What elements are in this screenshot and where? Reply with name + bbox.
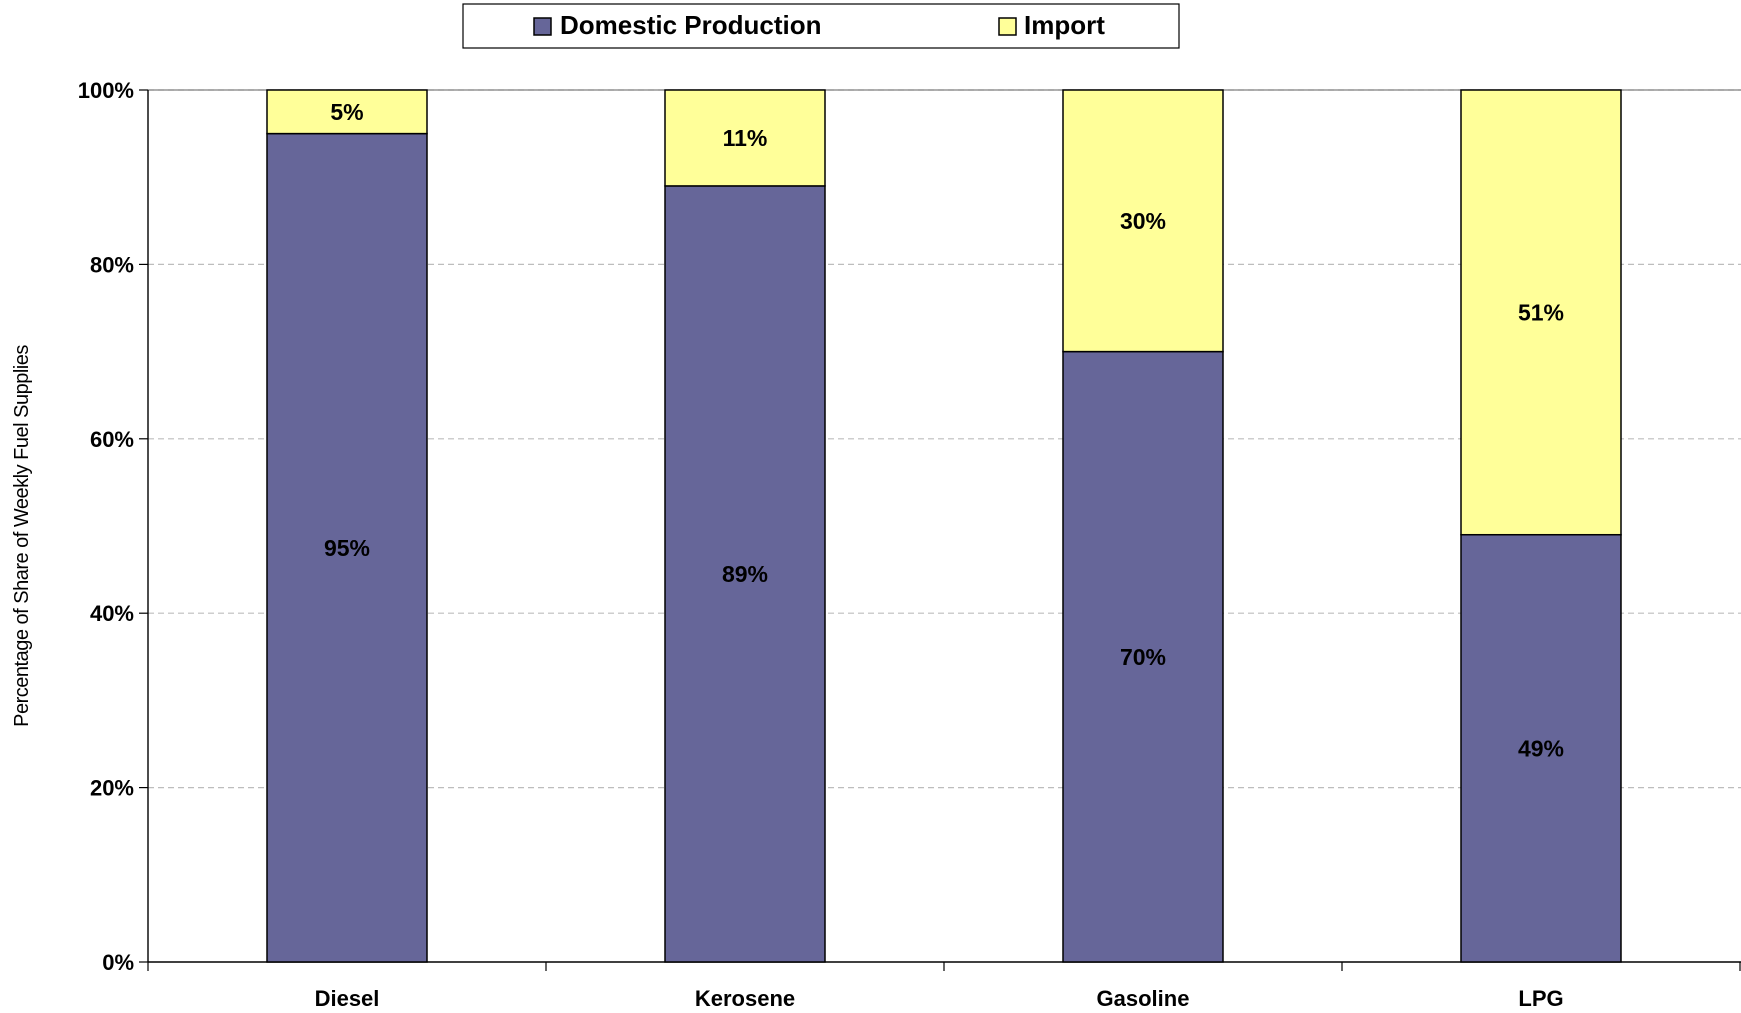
data-label: 5% [330,99,363,125]
bar-segment [266,89,428,135]
x-tick-label: Diesel [315,986,380,1011]
data-label: 30% [1120,208,1166,234]
y-tick-label: 80% [90,252,134,277]
bar-segment [664,185,826,963]
legend-label: Import [1024,10,1105,40]
legend-swatch [533,17,552,36]
y-tick-label: 100% [78,78,134,103]
legend-label: Domestic Production [560,10,821,40]
bar-segment [1062,350,1224,963]
data-label: 11% [723,125,768,151]
legend-swatch [998,17,1017,36]
data-label: 89% [722,561,768,587]
y-tick-label: 0% [102,950,134,975]
bar-labels: 95% 5% 89% 11% 70% 30% 49% 51% [324,99,1564,762]
y-axis-label: Percentage of Share of Weekly Fuel Suppl… [11,345,33,727]
bar-segment [1062,89,1224,353]
bar-segment [1460,89,1622,536]
data-label: 70% [1120,644,1166,670]
x-tick-label: LPG [1518,986,1563,1011]
data-label: 49% [1518,735,1564,761]
bar-segment [266,132,428,963]
data-label: 95% [324,535,370,561]
legend: Domestic Production Import [462,3,1180,49]
x-tick-label: Gasoline [1097,986,1190,1011]
data-label: 51% [1518,299,1564,325]
y-tick-label: 40% [90,601,134,626]
bar-segment [1460,533,1622,963]
axes: 0% 20% 40% 60% 80% 100% Diesel Kerosene Gasoline… [78,78,1741,1011]
x-tick-label: Kerosene [695,986,795,1011]
y-tick-label: 60% [90,427,134,452]
bars [266,89,1622,963]
y-tick-label: 20% [90,776,134,801]
legend-box [462,3,1180,49]
bar-segment [664,89,826,187]
